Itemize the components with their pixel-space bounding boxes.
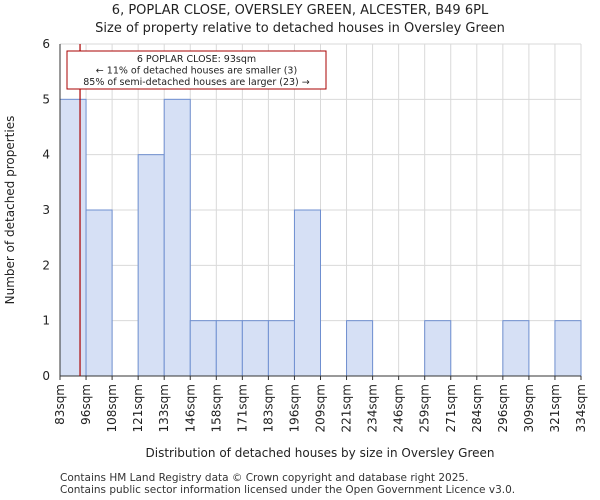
y-tick-label: 4 [42,148,50,162]
histogram-bar [346,320,374,377]
histogram-bar [293,209,322,377]
chart-subtitle: Size of property relative to detached ho… [95,21,505,36]
annotation-line: 85% of semi-detached houses are larger (… [83,77,310,88]
x-tick-label: 309sqm [522,384,536,432]
x-tick-label: 83sqm [53,384,67,425]
footer: Contains HM Land Registry data © Crown c… [60,472,515,496]
histogram-bar [267,320,295,377]
y-tick-label: 2 [42,258,50,272]
x-tick-label: 321sqm [548,384,562,432]
x-tick-label: 108sqm [105,384,119,432]
x-tick-label: 183sqm [261,384,275,432]
x-tick-label: 259sqm [418,384,432,432]
x-tick-label: 296sqm [496,384,510,432]
y-tick-label: 1 [42,314,50,328]
histogram-bar [163,98,191,377]
x-tick-label: 334sqm [574,384,588,432]
histogram-bar [59,98,87,377]
x-tick-label: 158sqm [209,384,223,432]
x-tick-label: 284sqm [470,384,484,432]
x-tick-label: 121sqm [131,384,145,432]
chart-title: 6, POPLAR CLOSE, OVERSLEY GREEN, ALCESTE… [111,3,489,18]
footer-line-2: Contains public sector information licen… [60,484,516,496]
axes: 0 1 2 3 4 5 6 83sqm 96sqm 108sqm 121sqm 133sqm 146sq… [42,37,588,432]
histogram-bar [424,320,452,377]
histogram-bar [554,320,582,377]
histogram-bar [85,209,113,377]
y-tick-label: 3 [42,203,50,217]
x-tick-label: 246sqm [392,384,406,432]
x-axis-label: Distribution of detached houses by size … [146,446,495,460]
x-tick-label: 221sqm [340,384,354,432]
bars [59,98,582,377]
y-tick-label: 5 [42,92,50,106]
y-tick-label: 0 [42,369,50,383]
histogram-bar [189,320,217,377]
x-tick-label: 96sqm [79,384,93,425]
x-tick-label: 133sqm [157,384,171,432]
annotation-line: ← 11% of detached houses are smaller (3) [96,66,297,77]
y-tick-label: 6 [42,37,50,51]
chart-title-block: 6, POPLAR CLOSE, OVERSLEY GREEN, ALCESTE… [0,2,600,38]
annotation-line: 6 POPLAR CLOSE: 93sqm [137,54,256,65]
x-tick-label: 171sqm [235,384,249,432]
annotation-box [66,50,327,90]
histogram-bar [215,320,243,377]
x-tick-label: 271sqm [444,384,458,432]
x-tick-label: 209sqm [314,384,328,432]
x-tick-label: 234sqm [366,384,380,432]
annotation-layer: 6 POPLAR CLOSE: 93sqm← 11% of detached h… [66,50,327,90]
histogram-bar [241,320,269,377]
x-tick-label: 146sqm [183,384,197,432]
histogram-bar [137,154,165,377]
x-tick-label: 196sqm [287,384,301,432]
footer-line-1: Contains HM Land Registry data © Crown c… [60,472,469,484]
y-axis-label: Number of detached properties [3,116,17,305]
histogram-bar [502,320,530,377]
